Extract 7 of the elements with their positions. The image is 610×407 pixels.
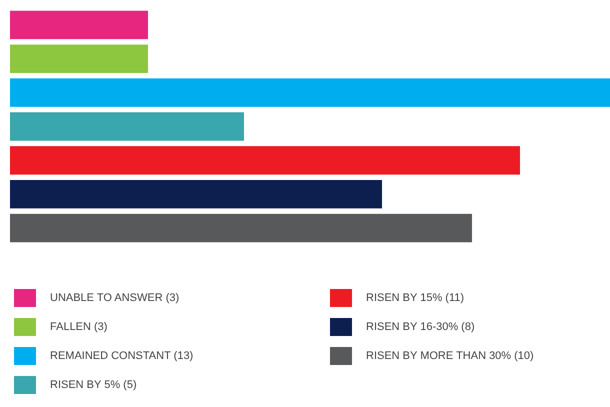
legend-label: RISEN BY MORE THAN 30% (10) <box>366 350 534 362</box>
legend-label: RISEN BY 16-30% (8) <box>366 320 475 332</box>
legend-label: UNABLE TO ANSWER (3) <box>50 292 180 304</box>
legend-label: RISEN BY 15% (11) <box>366 292 464 304</box>
legend-label: FALLEN (3) <box>50 320 108 332</box>
legend-label: REMAINED CONSTANT (13) <box>50 350 194 362</box>
legend-label: RISEN BY 5% (5) <box>50 378 137 390</box>
